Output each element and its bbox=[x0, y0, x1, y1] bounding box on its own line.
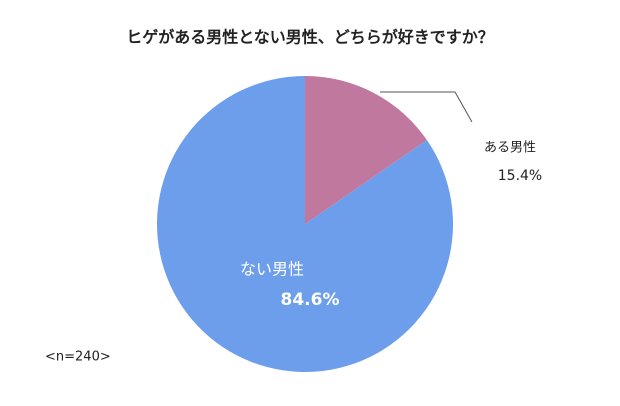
value-label: 84.6% bbox=[281, 290, 340, 310]
slice-label: ない男性 bbox=[240, 260, 304, 279]
slice-label: ある男性 bbox=[484, 141, 536, 156]
pie-slice bbox=[305, 76, 427, 224]
chart-title: ヒゲがある男性とない男性、どちらが好きですか？ bbox=[126, 28, 494, 47]
leader-line bbox=[380, 91, 473, 123]
annotation: <n=240> bbox=[45, 350, 111, 365]
value-label: 15.4% bbox=[498, 168, 542, 184]
